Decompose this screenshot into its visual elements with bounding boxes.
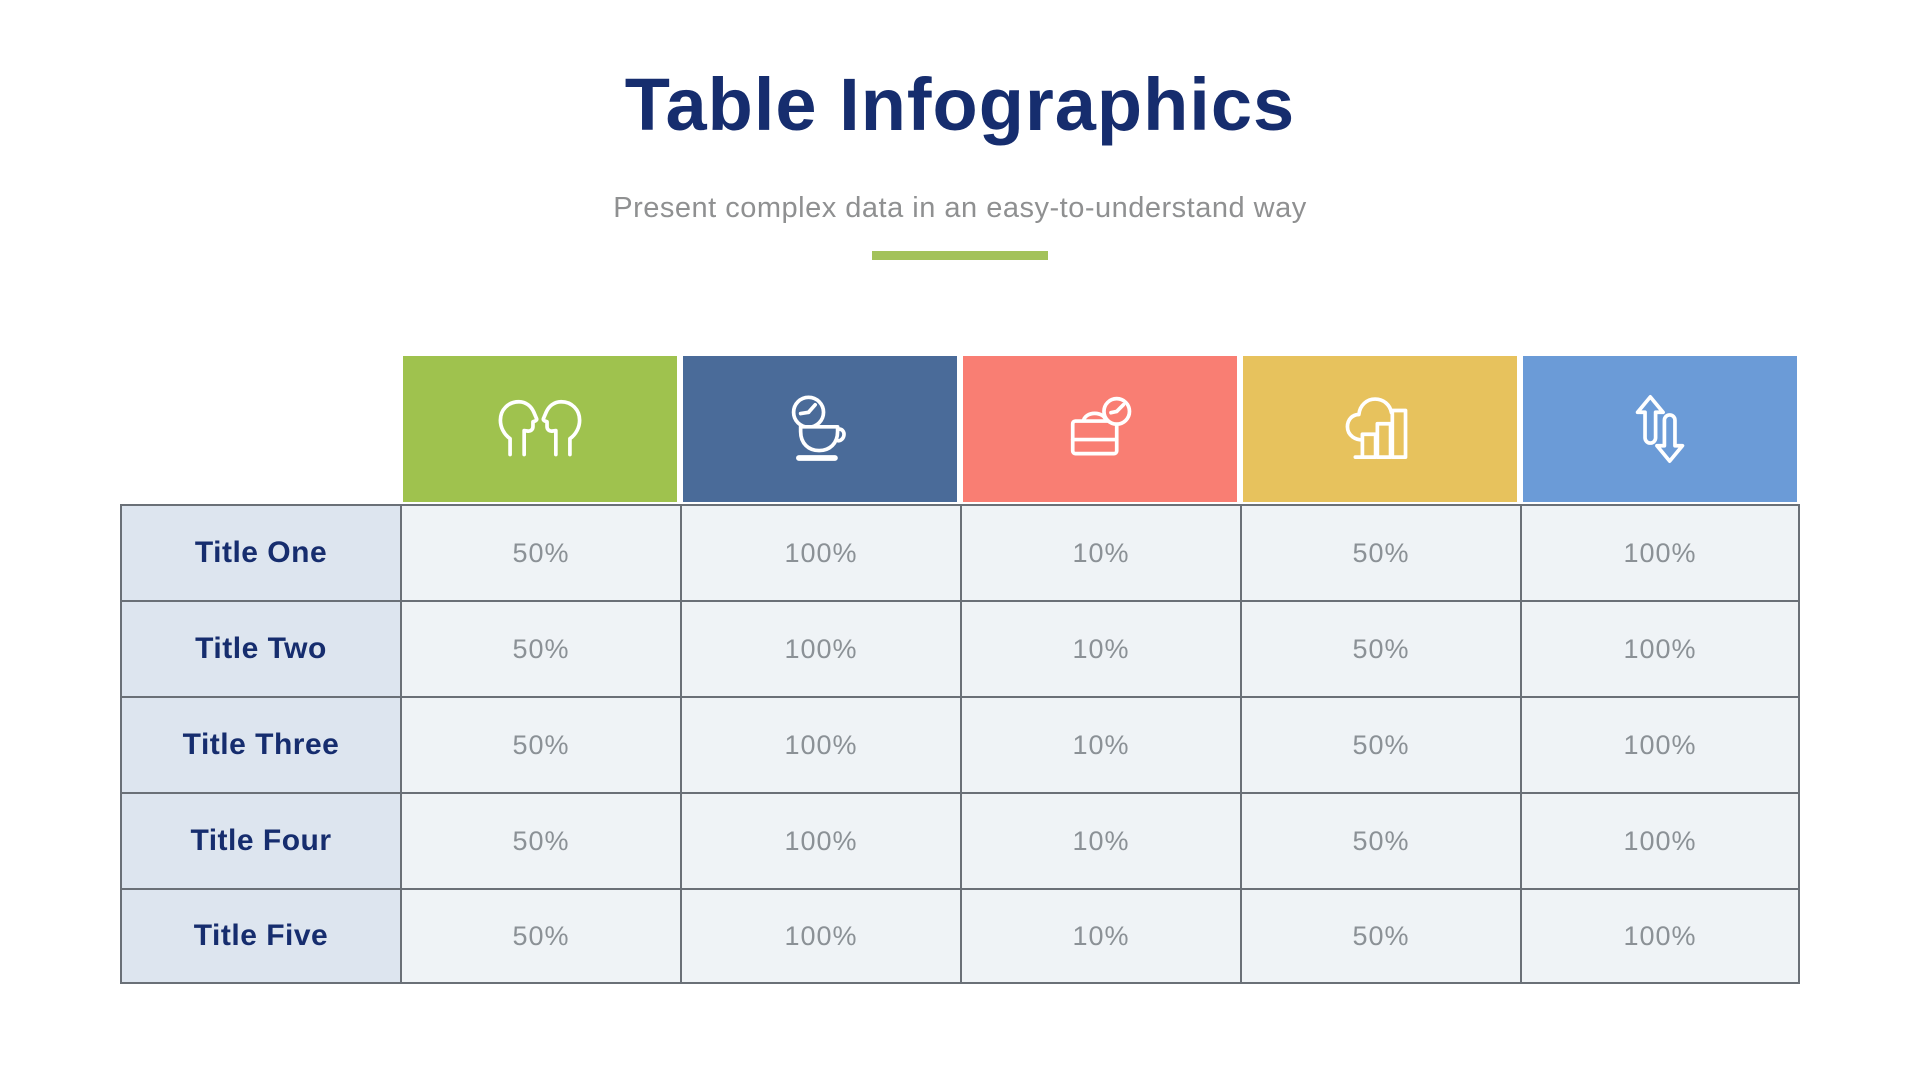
- header-cell-5: [1520, 356, 1800, 502]
- header-spacer: [120, 356, 400, 504]
- table-cell: 100%: [1520, 504, 1800, 600]
- table-cell: 100%: [1520, 696, 1800, 792]
- table-cell: 50%: [1240, 600, 1520, 696]
- table-row: Title Four 50% 100% 10% 50% 100%: [120, 792, 1800, 888]
- table-cell: 50%: [400, 792, 680, 888]
- table-cell: 100%: [680, 600, 960, 696]
- table-cell: 50%: [1240, 504, 1520, 600]
- table-cell: 100%: [680, 504, 960, 600]
- cloud-chart-icon: [1243, 356, 1517, 502]
- table-cell: 50%: [1240, 792, 1520, 888]
- infographic-table: Title One 50% 100% 10% 50% 100% Title Two 50% 10…: [120, 356, 1800, 984]
- table-cell: 50%: [1240, 696, 1520, 792]
- page-subtitle: Present complex data in an easy-to-under…: [613, 192, 1307, 224]
- row-label: Title One: [120, 504, 400, 600]
- table-cell: 50%: [400, 888, 680, 984]
- table-cell: 100%: [680, 696, 960, 792]
- table-cell: 100%: [680, 792, 960, 888]
- table-cell: 10%: [960, 504, 1240, 600]
- row-label: Title Four: [120, 792, 400, 888]
- table-cell: 10%: [960, 696, 1240, 792]
- table-row: Title Five 50% 100% 10% 50% 100%: [120, 888, 1800, 984]
- header-cell-2: [680, 356, 960, 502]
- table-cell: 10%: [960, 888, 1240, 984]
- table-cell: 100%: [1520, 888, 1800, 984]
- header-cell-4: [1240, 356, 1520, 502]
- row-label: Title Three: [120, 696, 400, 792]
- row-label: Title Two: [120, 600, 400, 696]
- table-cell: 50%: [400, 600, 680, 696]
- accent-divider: [872, 251, 1048, 260]
- table-cell: 50%: [1240, 888, 1520, 984]
- row-label: Title Five: [120, 888, 400, 984]
- page-title: Table Infographics: [624, 63, 1296, 146]
- header-cell-1: [400, 356, 680, 502]
- table-cell: 10%: [960, 792, 1240, 888]
- coffee-clock-icon: [683, 356, 957, 502]
- arrows-up-down-icon: [1523, 356, 1797, 502]
- table-row: Title Two 50% 100% 10% 50% 100%: [120, 600, 1800, 696]
- table-header-row: [120, 356, 1800, 504]
- table-cell: 100%: [1520, 792, 1800, 888]
- table-cell: 100%: [680, 888, 960, 984]
- table-cell: 10%: [960, 600, 1240, 696]
- people-icon: [403, 356, 677, 502]
- table-body: Title One 50% 100% 10% 50% 100% Title Two 50% 10…: [120, 504, 1800, 984]
- table-cell: 50%: [400, 504, 680, 600]
- table-row: Title Three 50% 100% 10% 50% 100%: [120, 696, 1800, 792]
- briefcase-clock-icon: [963, 356, 1237, 502]
- table-row: Title One 50% 100% 10% 50% 100%: [120, 504, 1800, 600]
- table-cell: 50%: [400, 696, 680, 792]
- table-cell: 100%: [1520, 600, 1800, 696]
- header-cell-3: [960, 356, 1240, 502]
